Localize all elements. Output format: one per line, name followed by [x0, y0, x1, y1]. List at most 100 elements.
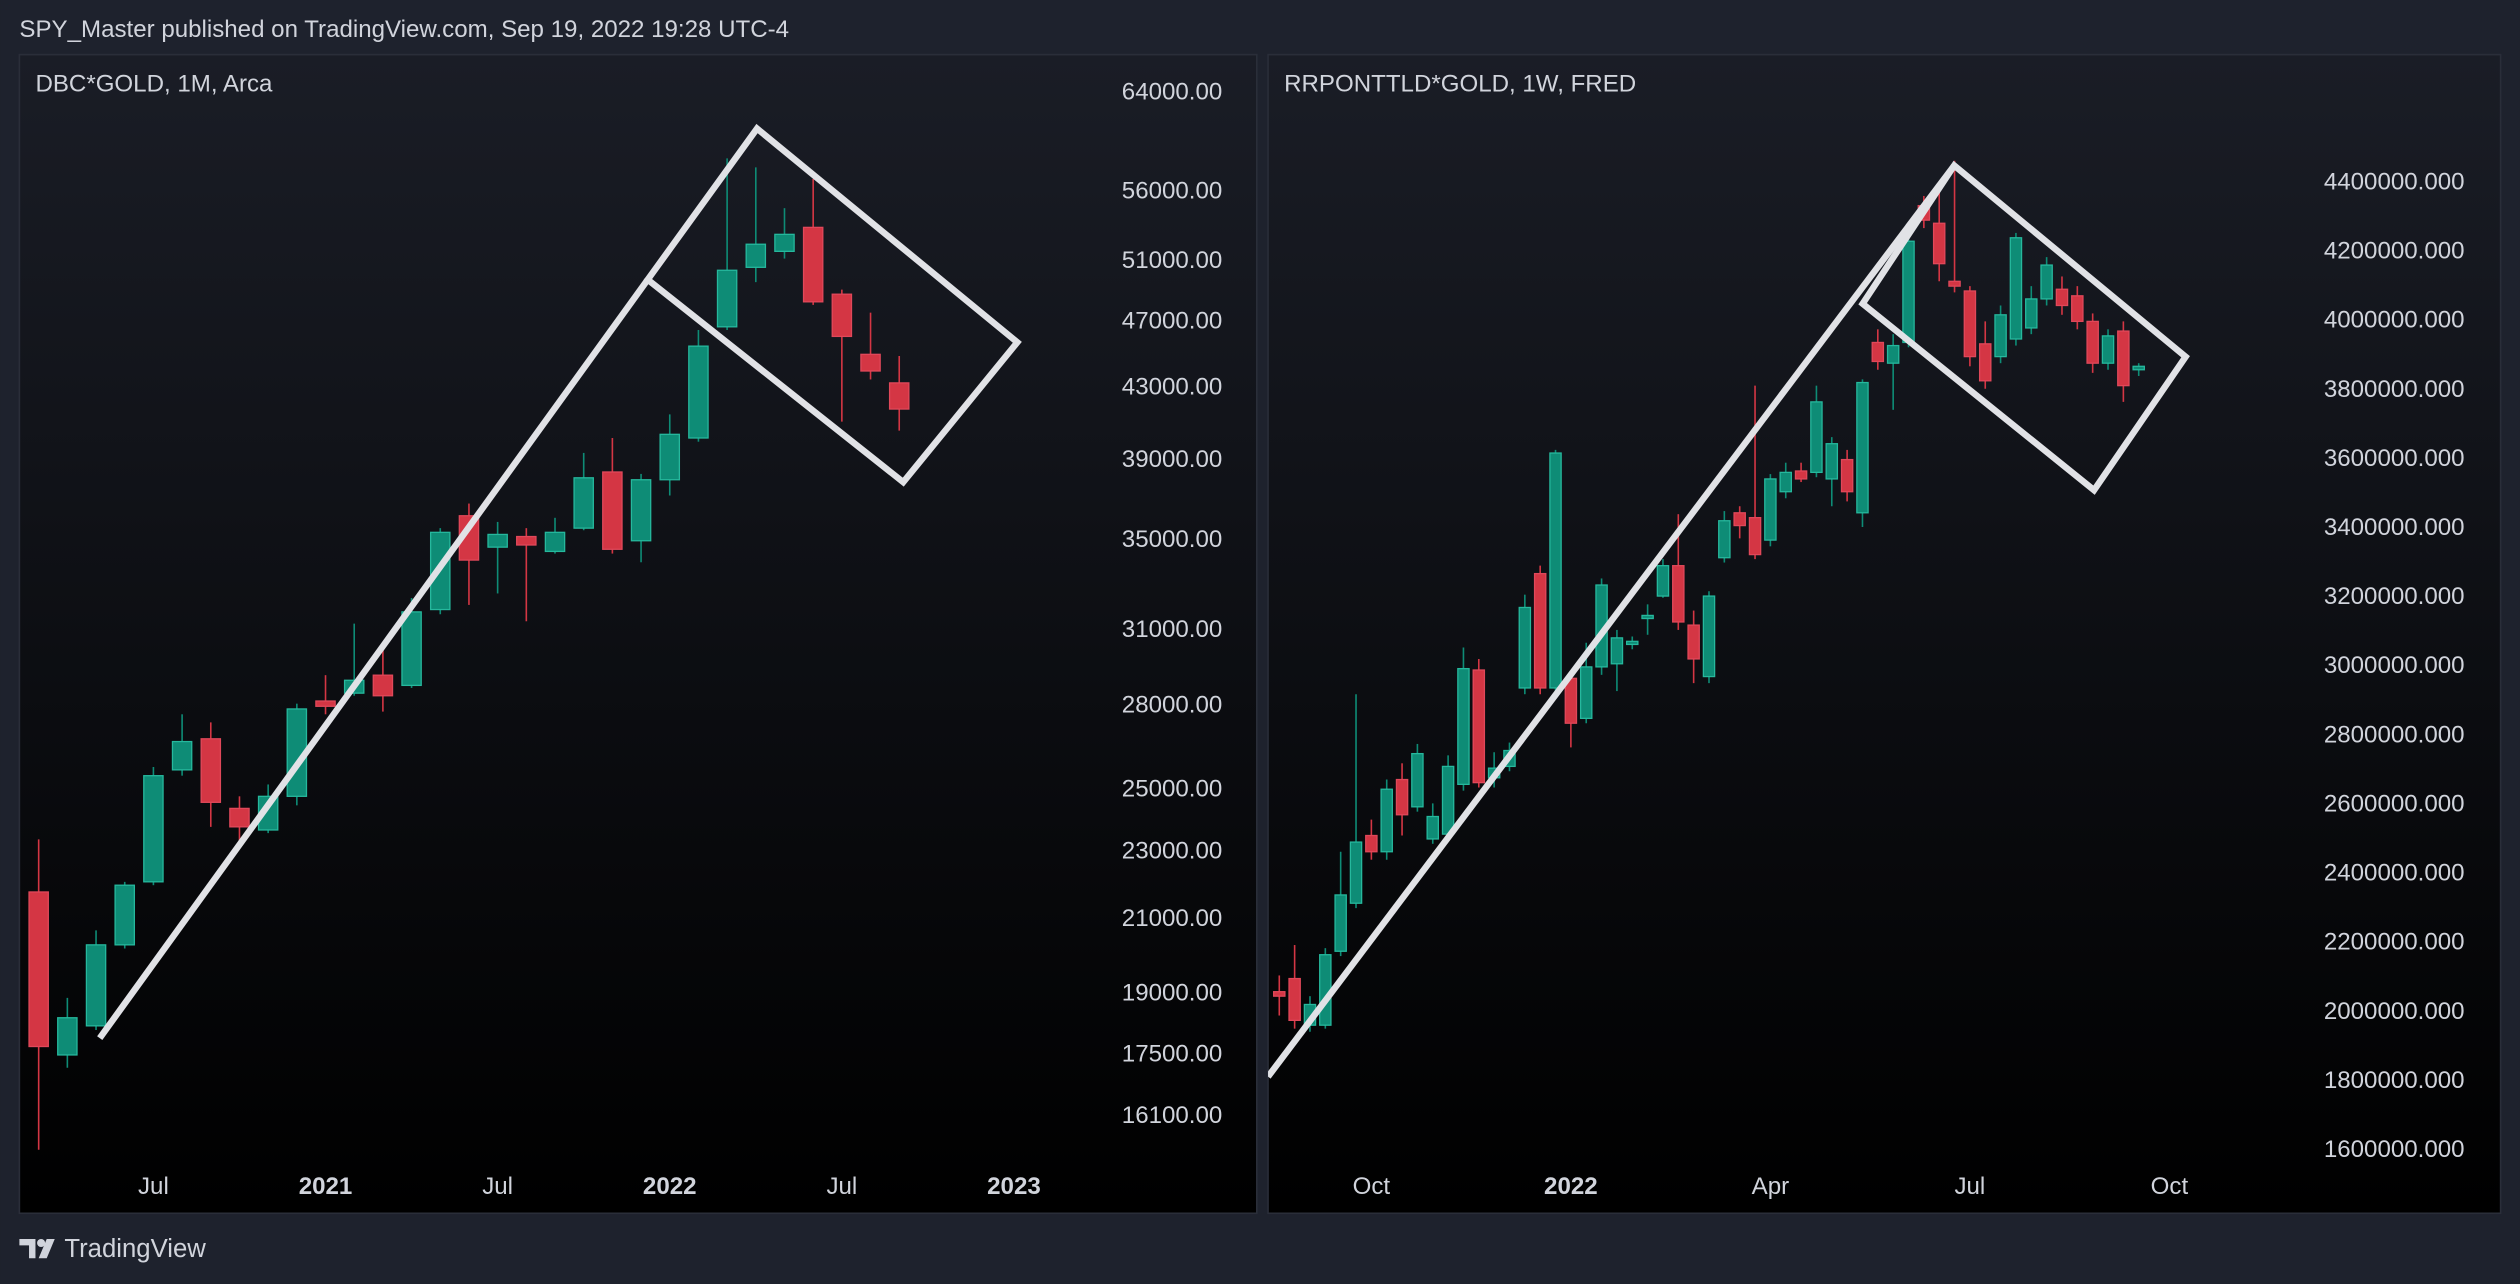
y-tick-label: 4000000.000 — [2324, 307, 2465, 334]
candle-body — [1687, 624, 1700, 660]
y-tick-label: 64000.00 — [1122, 78, 1223, 105]
y-tick-label: 3800000.000 — [2324, 376, 2465, 403]
footer-logo — [19, 1239, 55, 1259]
y-tick-label: 16100.00 — [1122, 1102, 1223, 1129]
candle-body — [1825, 443, 1839, 480]
trend-line — [97, 277, 651, 1041]
y-tick-label: 3400000.000 — [2324, 514, 2465, 541]
candle-body — [315, 700, 336, 707]
candle-body — [630, 479, 652, 542]
candle-body — [2040, 264, 2053, 300]
candle-body — [1672, 565, 1685, 623]
y-tick-label: 51000.00 — [1122, 247, 1223, 274]
candle-body — [401, 611, 422, 687]
x-tick-label: Oct — [2151, 1173, 2189, 1200]
y-tick-label: 3200000.000 — [2324, 583, 2465, 610]
y-tick-label: 25000.00 — [1122, 776, 1223, 803]
candle-body — [1625, 640, 1639, 646]
x-tick-label: Apr — [1752, 1173, 1790, 1200]
candle-body — [1871, 341, 1885, 363]
candle-body — [2086, 320, 2099, 364]
candle-body — [745, 243, 767, 268]
y-tick-label: 4400000.000 — [2324, 169, 2465, 196]
y-tick-label: 19000.00 — [1122, 979, 1223, 1006]
y-tick-label: 23000.00 — [1122, 838, 1223, 865]
y-tick-label: 1600000.000 — [2324, 1136, 2465, 1163]
trend-line — [1268, 163, 1957, 1079]
candle-body — [1334, 894, 1347, 952]
candle-body — [1349, 841, 1363, 904]
drawings — [97, 123, 2190, 1079]
candle-body — [831, 293, 853, 338]
candle-body — [544, 531, 566, 553]
y-tick-label: 2200000.000 — [2324, 929, 2465, 956]
candle-body — [1702, 595, 1716, 678]
x-tick-label: Jul — [826, 1173, 857, 1200]
candle-body — [860, 353, 881, 372]
candle-body — [1794, 470, 1808, 480]
candle-body — [888, 382, 910, 410]
y-tick-label: 21000.00 — [1122, 905, 1223, 932]
candle-body — [1518, 606, 1532, 689]
candle-body — [1441, 765, 1455, 835]
candle-body — [28, 891, 49, 1048]
candle-body — [229, 807, 250, 828]
chart-panel — [1267, 53, 2502, 1215]
chart-title: DBC*GOLD, 1M, Arca — [35, 71, 273, 98]
y-tick-label: 2600000.000 — [2324, 790, 2465, 817]
candle-body — [57, 1017, 78, 1056]
header-text: SPY_Master published on TradingView.com,… — [19, 16, 789, 43]
candle-body — [171, 740, 193, 771]
x-tick-label: Jul — [1954, 1173, 1985, 1200]
candle-body — [1948, 280, 1961, 287]
candle-body — [716, 269, 738, 328]
chart-right: RRPONTTLD*GOLD, 1W, FRED 4400000.000 42000… — [1273, 71, 2465, 1200]
candle-body — [1641, 614, 1654, 620]
candle-body — [143, 775, 164, 883]
y-tick-label: 2400000.000 — [2324, 860, 2465, 887]
x-tick-label: 2021 — [299, 1173, 353, 1200]
y-tick-label: 28000.00 — [1122, 692, 1223, 719]
candle-body — [1840, 458, 1854, 493]
x-tick-label: 2022 — [643, 1173, 697, 1200]
candle-body — [1856, 381, 1869, 514]
y-tick-label: 17500.00 — [1122, 1040, 1223, 1067]
footer-brand: TradingView — [64, 1235, 206, 1263]
candle-body — [1718, 520, 1731, 559]
candle-body — [1319, 954, 1332, 1026]
candle-body — [1395, 778, 1409, 816]
x-tick-label: 2023 — [987, 1173, 1041, 1200]
candle-body — [1426, 815, 1440, 840]
candle-body — [1764, 478, 1777, 541]
candle-body — [1779, 471, 1793, 493]
candle-body — [1380, 788, 1393, 853]
y-tick-label: 47000.00 — [1122, 307, 1223, 334]
candle-body — [1411, 752, 1424, 808]
candle-body — [114, 884, 136, 946]
y-tick-label: 3000000.000 — [2324, 652, 2465, 679]
candle-body — [85, 944, 107, 1027]
candle-body — [1978, 343, 1992, 382]
y-tick-label: 1800000.000 — [2324, 1067, 2465, 1094]
x-tick-label: Jul — [482, 1173, 513, 1200]
candle-body — [1610, 637, 1624, 665]
y-tick-label: 31000.00 — [1122, 616, 1223, 643]
candle-body — [1994, 314, 2007, 358]
y-tick-label: 3600000.000 — [2324, 445, 2465, 472]
candle-body — [200, 738, 222, 803]
candle-body — [487, 533, 508, 548]
candle-body — [2101, 335, 2115, 364]
candle-body — [2117, 330, 2130, 387]
candle-body — [1810, 401, 1823, 474]
y-tick-label: 43000.00 — [1122, 373, 1223, 400]
candle-body — [1549, 452, 1562, 689]
chart-title: RRPONTTLD*GOLD, 1W, FRED — [1284, 71, 1636, 98]
y-tick-label: 39000.00 — [1122, 446, 1223, 473]
candle-body — [688, 345, 709, 439]
candle-body — [2009, 237, 2023, 340]
candle-body — [1579, 666, 1593, 720]
candle-body — [1963, 290, 1977, 358]
candle-body — [1472, 669, 1486, 784]
candle-body — [516, 535, 537, 546]
